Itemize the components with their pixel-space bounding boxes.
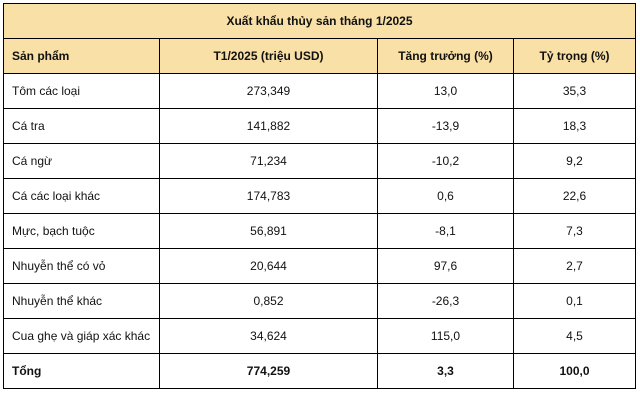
value-cell: 71,234	[159, 143, 378, 179]
product-cell: Cua ghẹ và giáp xác khác	[3, 318, 160, 354]
share-cell: 7,3	[513, 213, 636, 249]
growth-cell: -10,2	[377, 143, 514, 179]
growth-cell: 115,0	[377, 318, 514, 354]
share-cell: 2,7	[513, 248, 636, 284]
value-cell: 174,783	[159, 178, 378, 214]
table-row: Cua ghẹ và giáp xác khác 34,624 115,0 4,…	[3, 318, 636, 354]
product-cell: Nhuyễn thể khác	[3, 283, 160, 319]
table-row: Nhuyễn thể có vỏ 20,644 97,6 2,7	[3, 248, 636, 284]
table-row: Cá tra 141,882 -13,9 18,3	[3, 108, 636, 144]
total-value: 774,259	[159, 353, 378, 389]
share-cell: 35,3	[513, 73, 636, 109]
value-cell: 34,624	[159, 318, 378, 354]
header-row: Sản phẩm T1/2025 (triệu USD) Tăng trưởng…	[3, 38, 636, 74]
value-cell: 273,349	[159, 73, 378, 109]
header-growth: Tăng trưởng (%)	[377, 38, 514, 74]
growth-cell: -8,1	[377, 213, 514, 249]
growth-cell: -26,3	[377, 283, 514, 319]
growth-cell: 13,0	[377, 73, 514, 109]
value-cell: 141,882	[159, 108, 378, 144]
product-cell: Nhuyễn thể có vỏ	[3, 248, 160, 284]
table-title: Xuất khẩu thủy sản tháng 1/2025	[3, 3, 636, 39]
table-body: Tôm các loại 273,349 13,0 35,3 Cá tra 14…	[3, 73, 636, 389]
table-row: Cá các loại khác 174,783 0,6 22,6	[3, 178, 636, 214]
value-cell: 56,891	[159, 213, 378, 249]
product-cell: Cá các loại khác	[3, 178, 160, 214]
share-cell: 9,2	[513, 143, 636, 179]
product-cell: Mực, bạch tuộc	[3, 213, 160, 249]
table-row: Tôm các loại 273,349 13,0 35,3	[3, 73, 636, 109]
product-cell: Tôm các loại	[3, 73, 160, 109]
growth-cell: 0,6	[377, 178, 514, 214]
table-row: Nhuyễn thể khác 0,852 -26,3 0,1	[3, 283, 636, 319]
header-value: T1/2025 (triệu USD)	[159, 38, 378, 74]
table-row: Mực, bạch tuộc 56,891 -8,1 7,3	[3, 213, 636, 249]
total-row: Tổng 774,259 3,3 100,0	[3, 353, 636, 389]
share-cell: 0,1	[513, 283, 636, 319]
total-label: Tổng	[3, 353, 160, 389]
value-cell: 20,644	[159, 248, 378, 284]
product-cell: Cá ngừ	[3, 143, 160, 179]
title-row: Xuất khẩu thủy sản tháng 1/2025	[3, 3, 636, 39]
table-row: Cá ngừ 71,234 -10,2 9,2	[3, 143, 636, 179]
export-table: Xuất khẩu thủy sản tháng 1/2025 Sản phẩm…	[3, 3, 636, 389]
header-product: Sản phẩm	[3, 38, 160, 74]
total-growth: 3,3	[377, 353, 514, 389]
share-cell: 18,3	[513, 108, 636, 144]
total-share: 100,0	[513, 353, 636, 389]
growth-cell: -13,9	[377, 108, 514, 144]
header-share: Tỷ trọng (%)	[513, 38, 636, 74]
share-cell: 22,6	[513, 178, 636, 214]
value-cell: 0,852	[159, 283, 378, 319]
product-cell: Cá tra	[3, 108, 160, 144]
share-cell: 4,5	[513, 318, 636, 354]
growth-cell: 97,6	[377, 248, 514, 284]
